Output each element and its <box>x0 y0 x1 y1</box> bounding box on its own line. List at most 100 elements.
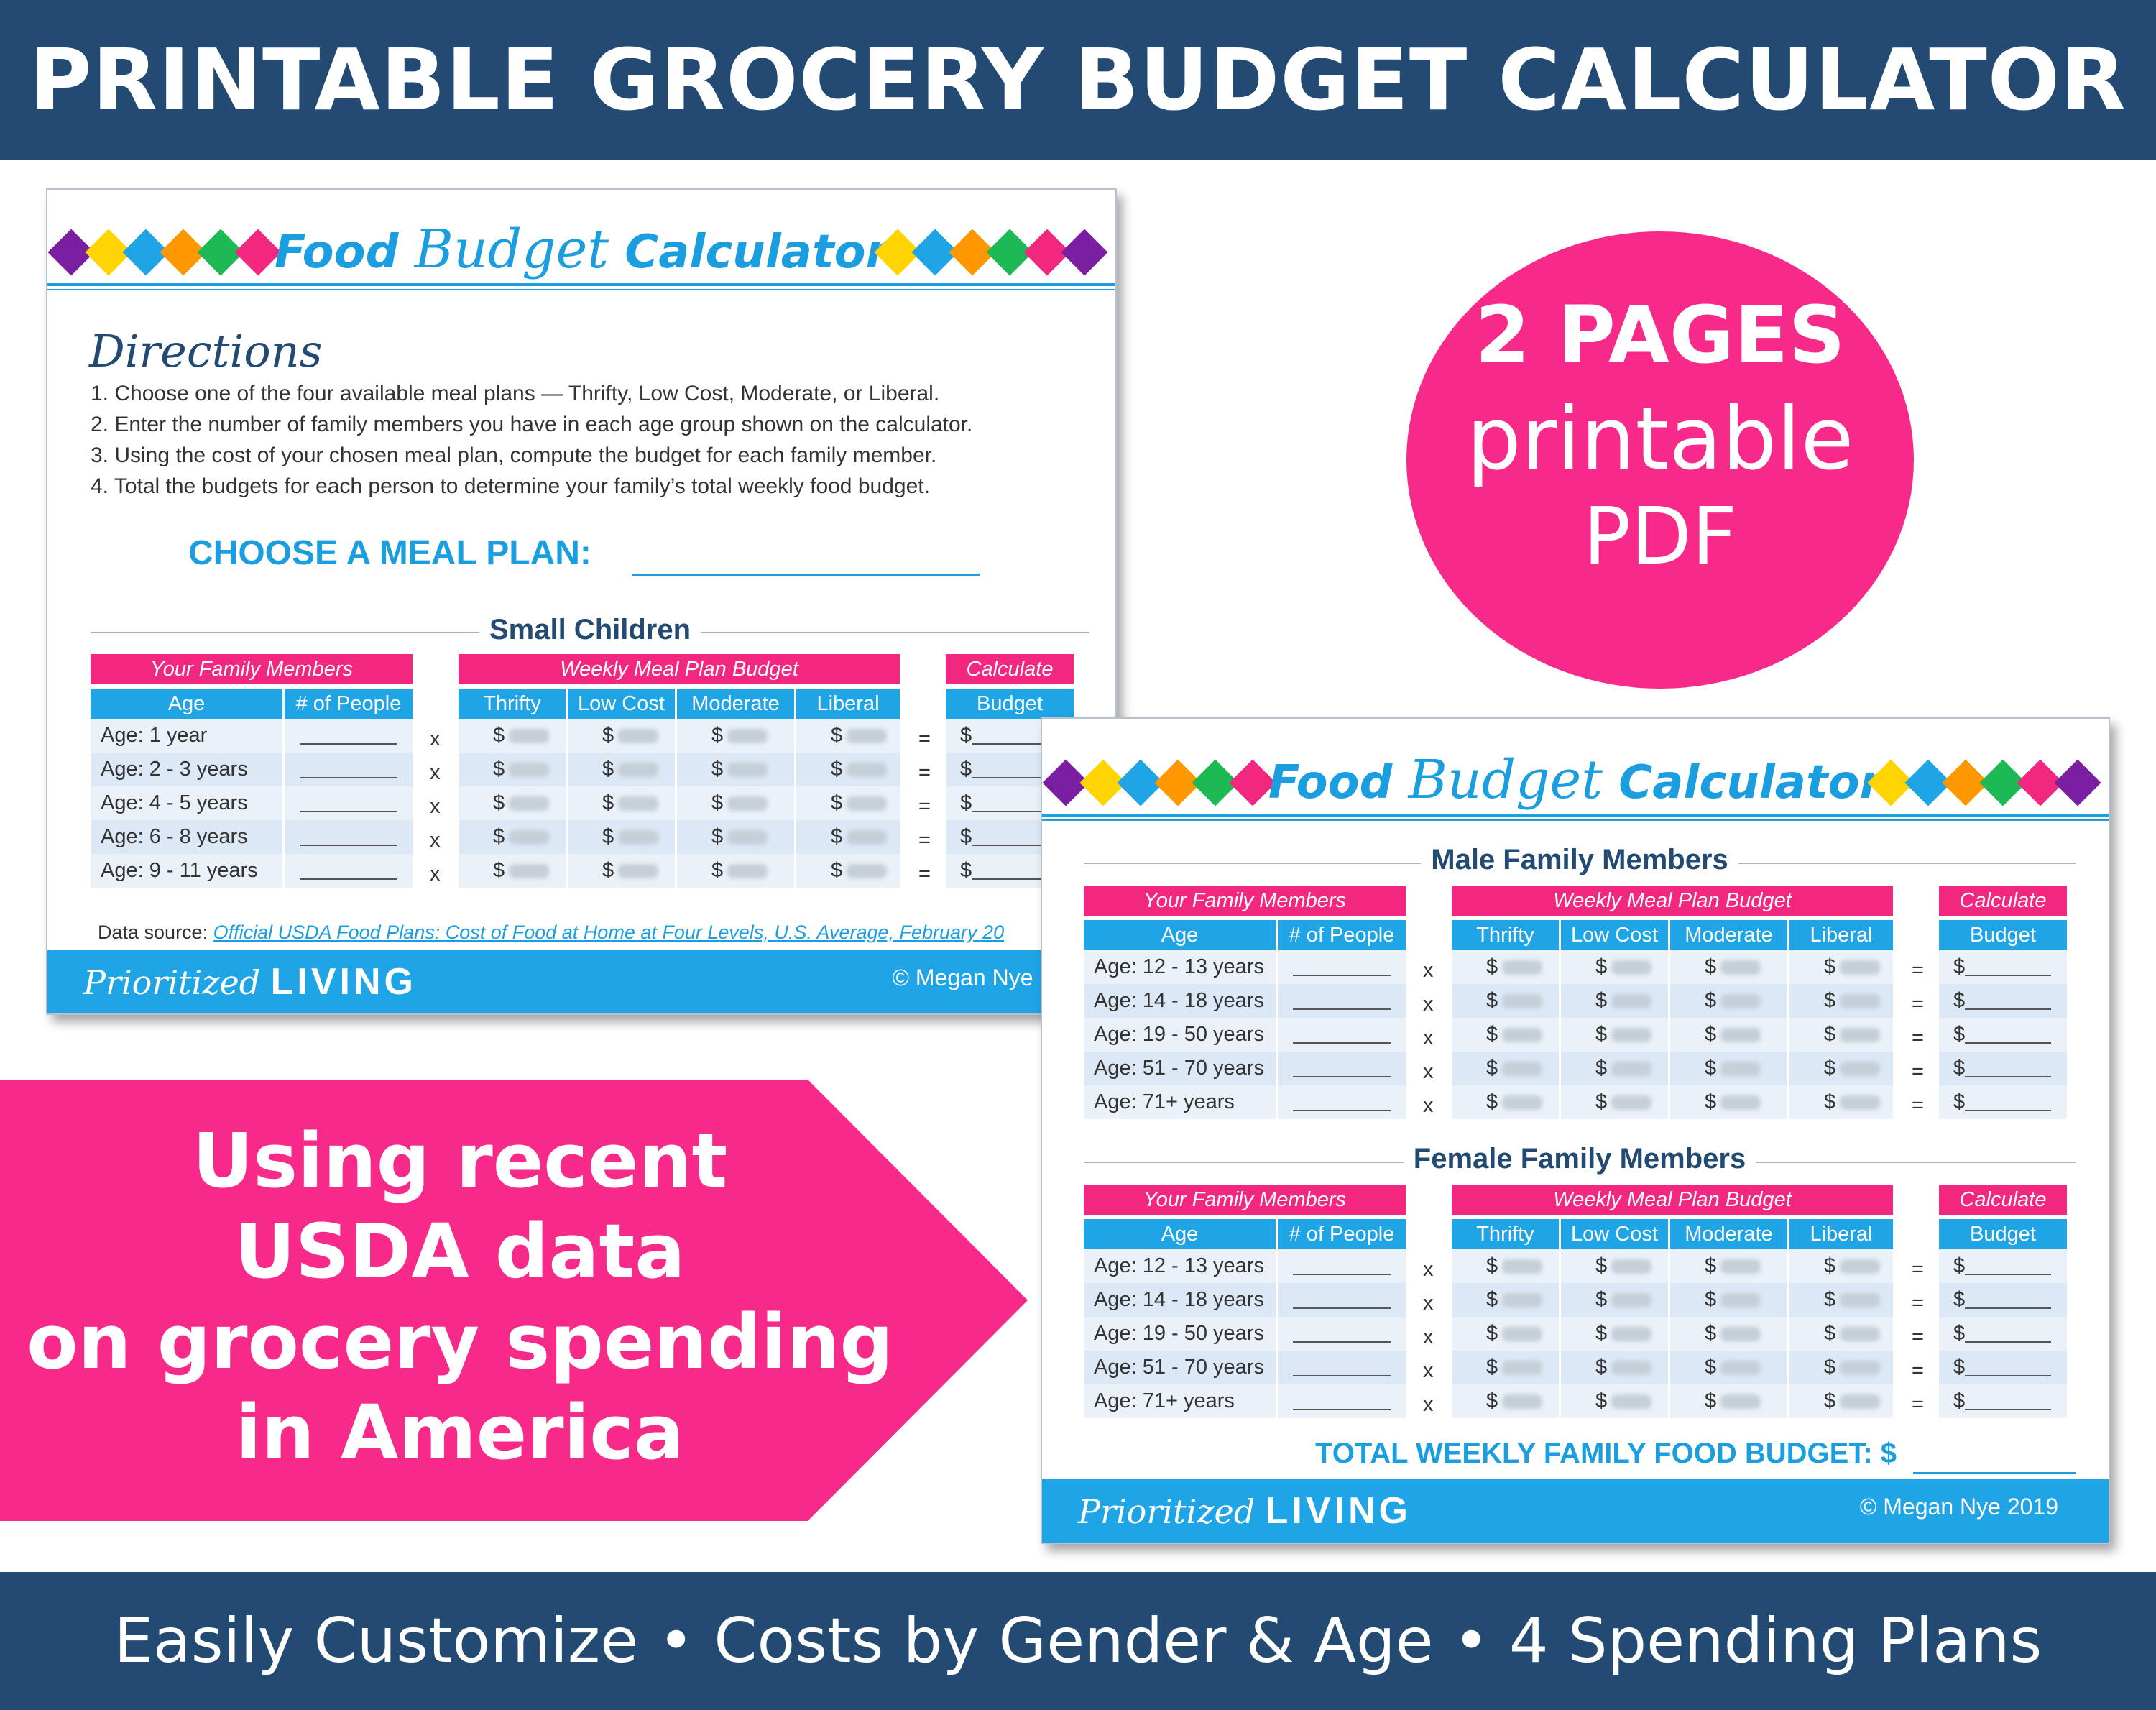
blurred-value <box>1720 1259 1761 1274</box>
people-input[interactable] <box>285 786 413 820</box>
blank-line <box>300 743 397 745</box>
dollar-sign: $ <box>1705 1356 1717 1379</box>
dollar-sign: $ <box>602 724 614 747</box>
plan-cost-cell: $ <box>677 854 796 888</box>
plan-cost-cell: $ <box>459 854 568 888</box>
column-header: Liberal <box>796 689 900 719</box>
data-source-link[interactable]: Official USDA Food Plans: Cost of Food a… <box>213 921 1005 943</box>
budget-input[interactable]: $ <box>946 786 1074 820</box>
directions-list: 1. Choose one of the four available meal… <box>91 378 1104 502</box>
equals-symbol: = <box>1912 959 1924 982</box>
dollar-sign: $ <box>1824 989 1836 1012</box>
age-cell: Age: 71+ years <box>1084 1085 1278 1119</box>
dollar-sign: $ <box>1824 955 1836 978</box>
budget-input[interactable]: $ <box>1939 1384 2067 1418</box>
brand-logo: Prioritized LIVING <box>1078 1490 1411 1532</box>
age-cell: Age: 19 - 50 years <box>1084 1018 1278 1052</box>
budget-input[interactable]: $ <box>1939 950 2067 984</box>
total-weekly-budget-field[interactable] <box>1913 1472 2076 1474</box>
blurred-value <box>1720 1326 1761 1341</box>
budget-input[interactable]: $ <box>1939 1317 2067 1351</box>
people-input[interactable] <box>285 854 413 888</box>
budget-input[interactable]: $ <box>1939 1249 2067 1283</box>
dollar-sign: $ <box>1595 1288 1608 1311</box>
times-symbol: x <box>1423 1094 1434 1117</box>
people-input[interactable] <box>1278 1085 1406 1119</box>
table-row: $ $ $ $ <box>459 786 900 820</box>
total-weekly-budget-label: TOTAL WEEKLY FAMILY FOOD BUDGET: $ <box>1315 1438 1897 1469</box>
times-symbol: x <box>1423 1359 1434 1382</box>
table-row: $ $ $ $ <box>459 854 900 888</box>
table-row: $ <box>1939 950 2067 984</box>
times-symbol: x <box>1423 1325 1434 1348</box>
table-row: Age: 14 - 18 years <box>1084 984 1406 1018</box>
budget-input[interactable]: $ <box>1939 1351 2067 1384</box>
people-input[interactable] <box>285 820 413 854</box>
callout-line: on grocery spending <box>27 1298 893 1386</box>
blank-line <box>1293 1374 1391 1376</box>
budget-input[interactable]: $ <box>946 719 1074 753</box>
dollar-sign: $ <box>1705 955 1717 978</box>
meal-plan-field[interactable] <box>632 574 980 576</box>
table-row: $ <box>1939 984 2067 1018</box>
budget-input[interactable]: $ <box>1939 1283 2067 1317</box>
people-input[interactable] <box>1278 1351 1406 1384</box>
budget-input[interactable]: $ <box>1939 1052 2067 1085</box>
budget-input[interactable]: $ <box>946 820 1074 854</box>
blurred-value <box>1502 960 1543 975</box>
table-row: $ $ $ $ <box>1452 950 1893 984</box>
people-input[interactable] <box>1278 1317 1406 1351</box>
choose-meal-plan-label: CHOOSE A MEAL PLAN: <box>188 534 591 572</box>
table-row: $ $ $ $ <box>459 753 900 786</box>
people-input[interactable] <box>1278 1384 1406 1418</box>
top-banner: PRINTABLE GROCERY BUDGET CALCULATOR <box>0 0 2156 160</box>
dollar-sign: $ <box>1953 1254 1966 1277</box>
dollar-sign: $ <box>831 859 843 882</box>
page-footer: Prioritized LIVING © Megan Nye 20 <box>47 950 1115 1013</box>
plan-cost-cell: $ <box>1561 1085 1670 1119</box>
budget-input[interactable]: $ <box>1939 984 2067 1018</box>
blank-line <box>1293 1273 1391 1275</box>
dollar-sign: $ <box>1953 955 1966 978</box>
column-header: Budget <box>1939 920 2067 950</box>
plan-cost-cell: $ <box>1670 1052 1789 1085</box>
blurred-value <box>1720 1061 1761 1076</box>
plan-cost-cell: $ <box>1452 1283 1561 1317</box>
blank-line <box>1965 1307 2052 1309</box>
people-input[interactable] <box>285 719 413 753</box>
column-header-row: Budget <box>1939 920 2067 950</box>
blurred-value <box>1502 1360 1543 1375</box>
plan-cost-cell: $ <box>459 786 568 820</box>
age-cell: Age: 51 - 70 years <box>1084 1052 1278 1085</box>
pages-badge: 2 PAGES printable PDF <box>1406 231 1914 689</box>
people-input[interactable] <box>1278 1052 1406 1085</box>
plan-cost-cell: $ <box>568 753 677 786</box>
people-input[interactable] <box>285 753 413 786</box>
age-cell: Age: 71+ years <box>1084 1384 1278 1418</box>
people-input[interactable] <box>1278 1018 1406 1052</box>
blurred-value <box>1720 993 1761 1008</box>
plan-cost-cell: $ <box>1670 1384 1789 1418</box>
budget-input[interactable]: $ <box>1939 1018 2067 1052</box>
times-symbol: x <box>1423 1026 1434 1049</box>
blurred-value <box>847 863 888 878</box>
people-input[interactable] <box>1278 950 1406 984</box>
plan-cost-cell: $ <box>568 854 677 888</box>
column-header: Thrifty <box>1452 920 1561 950</box>
people-input[interactable] <box>1278 1249 1406 1283</box>
dollar-sign: $ <box>1824 1356 1836 1379</box>
column-header: Low Cost <box>1561 920 1670 950</box>
people-input[interactable] <box>1278 1283 1406 1317</box>
blurred-value <box>847 796 888 811</box>
budget-input[interactable]: $ <box>1939 1085 2067 1119</box>
people-input[interactable] <box>1278 984 1406 1018</box>
dollar-sign: $ <box>493 791 505 814</box>
callout-line: USDA data <box>234 1208 686 1295</box>
plan-cost-cell: $ <box>677 786 796 820</box>
budget-input[interactable]: $ <box>946 753 1074 786</box>
plan-cost-cell: $ <box>796 753 900 786</box>
budget-input[interactable]: $ <box>946 854 1074 888</box>
table-row: Age: 9 - 11 years <box>91 854 413 888</box>
equals-symbol: = <box>918 863 931 886</box>
plan-cost-cell: $ <box>1789 1085 1893 1119</box>
